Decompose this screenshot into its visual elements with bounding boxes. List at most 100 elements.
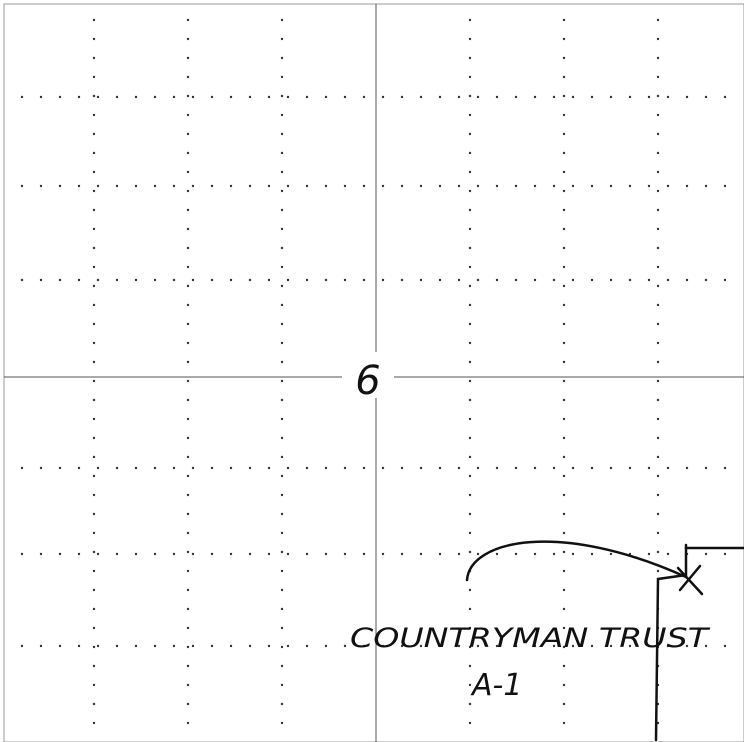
grid-dot bbox=[562, 151, 566, 155]
grid-dot bbox=[92, 588, 96, 592]
grid-dot bbox=[476, 552, 480, 556]
grid-dot bbox=[468, 56, 472, 60]
grid-dot bbox=[20, 184, 24, 188]
grid-dot bbox=[468, 246, 472, 250]
grid-dot bbox=[562, 56, 566, 60]
grid-dot bbox=[186, 379, 190, 383]
grid-dot bbox=[92, 170, 96, 174]
grid-dot bbox=[562, 512, 566, 516]
parcel-name-label: COUNTRYMAN TRUST bbox=[350, 623, 711, 654]
grid-dot bbox=[92, 341, 96, 345]
grid-dot bbox=[552, 552, 556, 556]
grid-dot bbox=[656, 170, 660, 174]
grid-dot bbox=[210, 184, 214, 188]
grid-dot bbox=[656, 360, 660, 364]
grid-dot bbox=[280, 512, 284, 516]
grid-dot bbox=[656, 75, 660, 79]
grid-dot bbox=[647, 644, 651, 648]
grid-dot bbox=[656, 208, 660, 212]
grid-dot bbox=[685, 95, 689, 99]
grid-dot bbox=[656, 303, 660, 307]
grid-dot bbox=[134, 466, 138, 470]
grid-dot bbox=[656, 18, 660, 22]
grid-dot bbox=[590, 552, 594, 556]
grid-dot bbox=[248, 278, 252, 282]
grid-dot bbox=[39, 184, 43, 188]
grid-dot bbox=[590, 278, 594, 282]
grid-dot bbox=[286, 644, 290, 648]
grid-dot bbox=[186, 246, 190, 250]
grid-dot bbox=[666, 466, 670, 470]
grid-dot bbox=[305, 278, 309, 282]
grid-dot bbox=[58, 466, 62, 470]
grid-dot bbox=[186, 132, 190, 136]
grid-dot bbox=[92, 360, 96, 364]
grid-dot bbox=[362, 552, 366, 556]
grid-dot bbox=[186, 18, 190, 22]
grid-dot bbox=[457, 184, 461, 188]
grid-dot bbox=[305, 184, 309, 188]
grid-dot bbox=[468, 170, 472, 174]
grid-dot bbox=[656, 417, 660, 421]
grid-dot bbox=[419, 644, 423, 648]
grid-dot bbox=[656, 474, 660, 478]
grid-dot bbox=[647, 184, 651, 188]
grid-dot bbox=[134, 644, 138, 648]
grid-dot bbox=[552, 278, 556, 282]
grid-dot bbox=[92, 37, 96, 41]
grid-dot bbox=[571, 466, 575, 470]
grid-dot bbox=[343, 95, 347, 99]
grid-dot bbox=[476, 466, 480, 470]
grid-dot bbox=[468, 398, 472, 402]
grid-dot bbox=[280, 588, 284, 592]
grid-dot bbox=[656, 94, 660, 98]
grid-dot bbox=[92, 56, 96, 60]
grid-dot bbox=[248, 95, 252, 99]
grid-dot bbox=[280, 645, 284, 649]
grid-dot bbox=[305, 466, 309, 470]
grid-dot bbox=[248, 466, 252, 470]
grid-dot bbox=[20, 278, 24, 282]
grid-dot bbox=[92, 284, 96, 288]
grid-dot bbox=[571, 278, 575, 282]
grid-dot bbox=[476, 95, 480, 99]
grid-dot bbox=[191, 644, 195, 648]
grid-dot bbox=[562, 569, 566, 573]
grid-dot bbox=[92, 151, 96, 155]
grid-dot bbox=[229, 644, 233, 648]
grid-dot bbox=[468, 436, 472, 440]
grid-dot bbox=[186, 455, 190, 459]
grid-dot bbox=[628, 95, 632, 99]
grid-dot bbox=[343, 644, 347, 648]
grid-dot bbox=[562, 37, 566, 41]
section-number: 6 bbox=[355, 358, 380, 404]
grid-dot bbox=[172, 278, 176, 282]
grid-dot bbox=[656, 455, 660, 459]
grid-dot bbox=[191, 184, 195, 188]
grid-dot bbox=[656, 189, 660, 193]
grid-dot bbox=[92, 417, 96, 421]
grid-dot bbox=[400, 466, 404, 470]
grid-dot bbox=[280, 569, 284, 573]
grid-dot bbox=[419, 466, 423, 470]
grid-dot bbox=[229, 184, 233, 188]
grid-dot bbox=[656, 398, 660, 402]
grid-dot bbox=[609, 95, 613, 99]
section-number-backing bbox=[342, 352, 394, 398]
grid-dot bbox=[115, 278, 119, 282]
grid-dot bbox=[457, 466, 461, 470]
grid-dot bbox=[77, 184, 81, 188]
grid-dot bbox=[685, 466, 689, 470]
grid-dot bbox=[280, 227, 284, 231]
grid-dot bbox=[172, 95, 176, 99]
grid-dot bbox=[562, 531, 566, 535]
grid-dot bbox=[656, 341, 660, 345]
grid-dot bbox=[186, 607, 190, 611]
grid-dot bbox=[562, 208, 566, 212]
grid-dot bbox=[562, 474, 566, 478]
grid-dot bbox=[186, 170, 190, 174]
grid-dot bbox=[39, 466, 43, 470]
grid-dot bbox=[476, 644, 480, 648]
grid-dot bbox=[92, 132, 96, 136]
